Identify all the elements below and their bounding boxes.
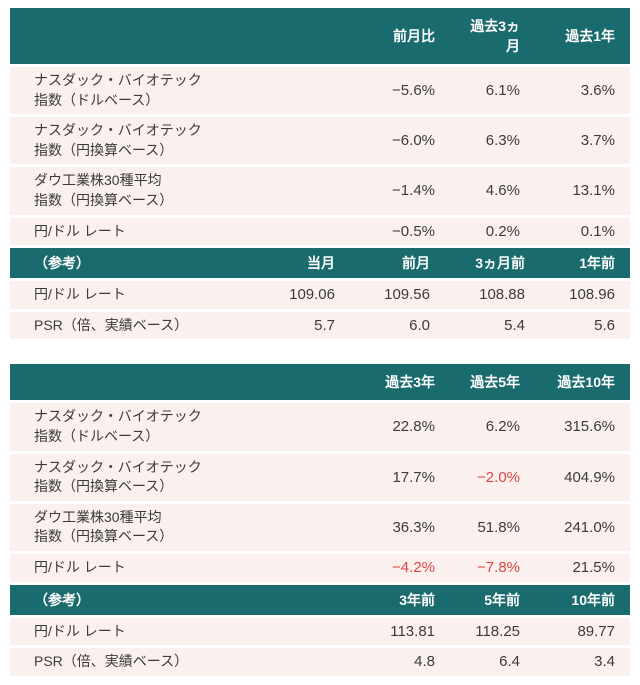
header-3-months-ago: 3ヵ月前	[445, 248, 540, 282]
table-row-jpy-usd-rate-levels: 円/ドル レート 113.81 118.25 89.77	[10, 616, 630, 649]
table-row-jpy-usd-rate: 円/ドル レート −0.5% 0.2% 0.1%	[10, 216, 630, 249]
table-cell: 315.6%	[535, 401, 630, 454]
table-cell: 17.7%	[305, 452, 450, 504]
table-cell: 109.06	[250, 279, 350, 312]
table-cell-negative: −7.8%	[450, 552, 535, 585]
table-cell: −1.4%	[305, 165, 450, 218]
table-cell: 0.2%	[450, 216, 535, 249]
table-cell: 4.6%	[450, 165, 535, 218]
table-cell: 5.4	[445, 310, 540, 343]
table-cell: 6.1%	[450, 65, 535, 118]
table-cell: −5.6%	[305, 65, 450, 118]
table-cell: 13.1%	[535, 165, 630, 218]
row-label: PSR（倍、実績ベース）	[10, 310, 250, 343]
row-label: ダウ工業株30種平均 指数（円換算ベース）	[10, 165, 305, 218]
monthly-reference-header-row: （参考） 当月 前月 3ヵ月前 1年前	[10, 248, 630, 282]
table-row-nasdaq-biotech-usd: ナスダック・バイオテック 指数（ドルベース） −5.6% 6.1% 3.6%	[10, 65, 630, 118]
table-cell: −6.0%	[305, 115, 450, 168]
table-cell: 109.56	[350, 279, 445, 312]
table-cell: 21.5%	[535, 552, 630, 585]
longterm-reference-header-row: （参考） 3年前 5年前 10年前	[10, 584, 630, 618]
table-cell-negative: −4.2%	[305, 552, 450, 585]
header-5-years-ago: 5年前	[450, 584, 535, 618]
row-label: 円/ドル レート	[10, 216, 305, 249]
table-cell: 4.8	[305, 646, 450, 679]
table-cell: 6.0	[350, 310, 445, 343]
row-label: 円/ドル レート	[10, 616, 305, 649]
longterm-performance-table: 過去3年 過去5年 過去10年 ナスダック・バイオテック 指数（ドルベース） 2…	[10, 364, 630, 585]
header-current-month: 当月	[250, 248, 350, 282]
table-row-psr: PSR（倍、実績ベース） 5.7 6.0 5.4 5.6	[10, 310, 630, 343]
table-cell-negative: −2.0%	[450, 452, 535, 504]
table-row-nasdaq-biotech-jpy: ナスダック・バイオテック 指数（円換算ベース） 17.7% −2.0% 404.…	[10, 452, 630, 504]
table-cell: 6.2%	[450, 401, 535, 454]
header-previous-month: 前月	[350, 248, 445, 282]
table-cell: 113.81	[305, 616, 450, 649]
row-label: ナスダック・バイオテック 指数（ドルベース）	[10, 65, 305, 118]
section-divider	[10, 342, 630, 364]
table-row-jpy-usd-rate: 円/ドル レート −4.2% −7.8% 21.5%	[10, 552, 630, 585]
row-label: ダウ工業株30種平均 指数（円換算ベース）	[10, 502, 305, 554]
table-cell: 241.0%	[535, 502, 630, 554]
table-cell: −0.5%	[305, 216, 450, 249]
longterm-header-row: 過去3年 過去5年 過去10年	[10, 364, 630, 404]
table-cell: 6.4	[450, 646, 535, 679]
table-row-jpy-usd-rate-levels: 円/ドル レート 109.06 109.56 108.88 108.96	[10, 279, 630, 312]
table-cell: 3.4	[535, 646, 630, 679]
header-1-year-ago: 1年前	[540, 248, 630, 282]
table-cell: 404.9%	[535, 452, 630, 504]
row-label: PSR（倍、実績ベース）	[10, 646, 305, 679]
header-past-3-months: 過去3ヵ月	[450, 8, 535, 67]
table-cell: 89.77	[535, 616, 630, 649]
table-cell: 6.3%	[450, 115, 535, 168]
row-label: 円/ドル レート	[10, 552, 305, 585]
table-row-nasdaq-biotech-jpy: ナスダック・バイオテック 指数（円換算ベース） −6.0% 6.3% 3.7%	[10, 115, 630, 168]
table-cell: 5.7	[250, 310, 350, 343]
monthly-header-row: 前月比 過去3ヵ月 過去1年	[10, 8, 630, 67]
table-row-nasdaq-biotech-usd: ナスダック・バイオテック 指数（ドルベース） 22.8% 6.2% 315.6%	[10, 401, 630, 454]
header-blank	[10, 364, 305, 404]
table-cell: 3.7%	[535, 115, 630, 168]
monthly-performance-table: 前月比 過去3ヵ月 過去1年 ナスダック・バイオテック 指数（ドルベース） −5…	[10, 8, 630, 249]
table-row-dow30-jpy: ダウ工業株30種平均 指数（円換算ベース） −1.4% 4.6% 13.1%	[10, 165, 630, 218]
table-cell: 118.25	[450, 616, 535, 649]
table-row-dow30-jpy: ダウ工業株30種平均 指数（円換算ベース） 36.3% 51.8% 241.0%	[10, 502, 630, 554]
table-cell: 0.1%	[535, 216, 630, 249]
longterm-reference-table: （参考） 3年前 5年前 10年前 円/ドル レート 113.81 118.25…	[10, 584, 630, 679]
table-cell: 108.88	[445, 279, 540, 312]
row-label: ナスダック・バイオテック 指数（ドルベース）	[10, 401, 305, 454]
row-label: ナスダック・バイオテック 指数（円換算ベース）	[10, 115, 305, 168]
header-past-1-year: 過去1年	[535, 8, 630, 67]
table-cell: 3.6%	[535, 65, 630, 118]
table-cell: 36.3%	[305, 502, 450, 554]
table-row-psr: PSR（倍、実績ベース） 4.8 6.4 3.4	[10, 646, 630, 679]
row-label: ナスダック・バイオテック 指数（円換算ベース）	[10, 452, 305, 504]
table-cell: 5.6	[540, 310, 630, 343]
row-label: 円/ドル レート	[10, 279, 250, 312]
header-past-10-years: 過去10年	[535, 364, 630, 404]
reference-title: （参考）	[10, 584, 305, 618]
header-past-5-years: 過去5年	[450, 364, 535, 404]
header-10-years-ago: 10年前	[535, 584, 630, 618]
header-blank	[10, 8, 305, 67]
table-cell: 51.8%	[450, 502, 535, 554]
header-3-years-ago: 3年前	[305, 584, 450, 618]
table-cell: 22.8%	[305, 401, 450, 454]
table-cell: 108.96	[540, 279, 630, 312]
header-month-over-month: 前月比	[305, 8, 450, 67]
header-past-3-years: 過去3年	[305, 364, 450, 404]
monthly-reference-table: （参考） 当月 前月 3ヵ月前 1年前 円/ドル レート 109.06 109.…	[10, 248, 630, 343]
reference-title: （参考）	[10, 248, 250, 282]
